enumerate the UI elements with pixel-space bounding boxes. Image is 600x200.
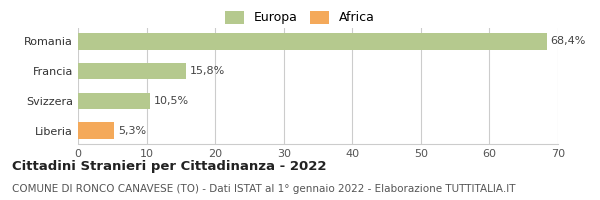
Text: 68,4%: 68,4% (550, 36, 586, 46)
Legend: Europa, Africa: Europa, Africa (223, 8, 377, 27)
Bar (78, 93, 150, 109)
Bar (78, 122, 115, 139)
Bar (78, 63, 187, 79)
Bar (78, 33, 547, 50)
Text: 10,5%: 10,5% (154, 96, 188, 106)
Text: 5,3%: 5,3% (118, 126, 146, 136)
Text: 15,8%: 15,8% (190, 66, 225, 76)
Text: Cittadini Stranieri per Cittadinanza - 2022: Cittadini Stranieri per Cittadinanza - 2… (12, 160, 326, 173)
Text: COMUNE DI RONCO CANAVESE (TO) - Dati ISTAT al 1° gennaio 2022 - Elaborazione TUT: COMUNE DI RONCO CANAVESE (TO) - Dati IST… (12, 184, 515, 194)
